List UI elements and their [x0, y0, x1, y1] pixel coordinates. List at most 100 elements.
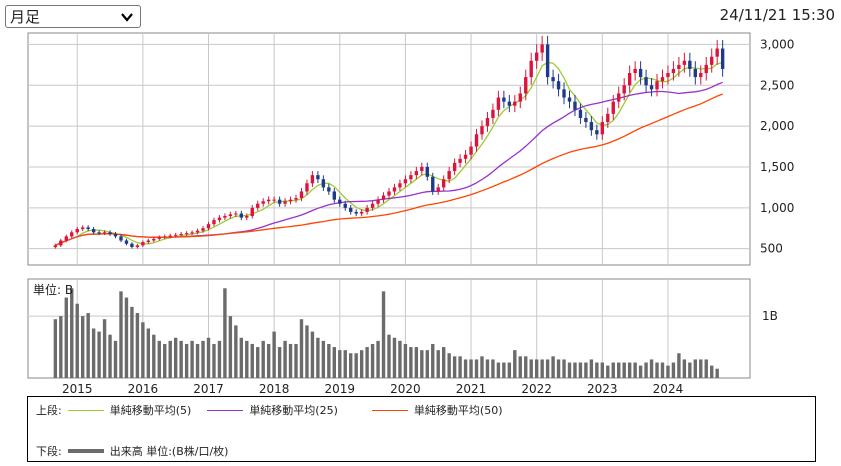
- volume-bar: [600, 362, 605, 378]
- candle-body: [234, 213, 238, 215]
- candle-body: [578, 109, 583, 118]
- legend-sma50-label: 単純移動平均(50): [413, 404, 503, 417]
- legend: 上段: 単純移動平均(5) 単純移動平均(25) 単純移動平均(50) 下段: …: [27, 396, 816, 462]
- volume-bar: [578, 362, 583, 378]
- period-select-value: 月足: [10, 8, 41, 26]
- volume-bar: [677, 353, 681, 378]
- candle-body: [332, 191, 336, 200]
- period-select[interactable]: 月足: [5, 5, 141, 28]
- volume-bar: [130, 306, 134, 378]
- volume-bar: [387, 334, 391, 378]
- candle-body: [671, 68, 676, 74]
- candle-body: [277, 199, 282, 204]
- chevron-down-icon: [121, 13, 133, 22]
- candle-body: [75, 229, 79, 233]
- x-tick-label: 2015: [62, 382, 93, 396]
- volume-bar: [551, 356, 555, 378]
- price-tick-label: 2,500: [760, 78, 794, 92]
- volume-bar: [392, 337, 397, 378]
- candle-body: [469, 146, 473, 155]
- volume-bar: [113, 340, 118, 378]
- volume-bar: [502, 362, 506, 378]
- candle-body: [256, 203, 260, 208]
- volume-bar: [91, 328, 96, 378]
- candle-body: [195, 230, 200, 233]
- candle-body: [425, 166, 429, 177]
- sma5-line: [55, 61, 723, 246]
- candle-body: [409, 175, 413, 180]
- candle-body: [496, 97, 501, 110]
- x-tick-label: 2022: [521, 382, 552, 396]
- volume-bar: [414, 347, 419, 378]
- candle-body: [310, 175, 315, 184]
- x-tick-label: 2020: [390, 382, 421, 396]
- candle-body: [59, 240, 63, 246]
- volume-bar: [316, 337, 320, 378]
- candle-body: [217, 217, 222, 221]
- volume-bar: [59, 316, 63, 378]
- candle-body: [666, 73, 670, 78]
- candle-body: [288, 199, 293, 202]
- candle-body: [152, 238, 156, 241]
- volume-bar: [638, 365, 643, 378]
- volume-bar: [305, 325, 309, 378]
- candle-body: [518, 93, 522, 102]
- price-tick-label: 3,000: [760, 37, 794, 51]
- axis-labels: 2015 2016 2017 2018 2019 2020 2021 2022 2023 2024…: [62, 37, 794, 396]
- candle-body: [113, 233, 118, 237]
- candle-body: [655, 81, 659, 90]
- volume-bar: [611, 362, 615, 378]
- volume-bar: [228, 316, 233, 378]
- price-tick-label: 1,000: [760, 201, 794, 215]
- price-tick-label: 1,500: [760, 160, 794, 174]
- volume-bar: [699, 359, 703, 378]
- volume-bar: [436, 350, 440, 378]
- x-tick-label: 2024: [653, 382, 684, 396]
- volume-bar: [102, 319, 107, 378]
- candle-body: [622, 85, 626, 94]
- volume-bar: [469, 359, 473, 378]
- volume-bar: [310, 331, 315, 378]
- volume-bar: [365, 347, 369, 378]
- candle-body: [534, 52, 539, 61]
- volume-bar: [567, 362, 572, 378]
- volume-bar: [86, 313, 90, 378]
- volume-bar: [338, 350, 342, 378]
- volume-bar: [288, 343, 293, 378]
- volume-bar: [458, 356, 462, 378]
- volume-bar: [485, 359, 490, 378]
- volume-bar: [442, 347, 446, 378]
- volume-bar: [64, 297, 68, 378]
- x-tick-label: 2016: [128, 382, 159, 396]
- volume-bar: [354, 353, 358, 378]
- candle-body: [81, 227, 85, 230]
- legend-volume-swatch: [67, 449, 104, 453]
- candle-body: [720, 48, 725, 69]
- volume-bar: [223, 288, 227, 378]
- candle-body: [638, 68, 643, 78]
- volume-bar: [217, 340, 222, 378]
- volume-bar: [562, 359, 566, 378]
- volume-bar: [595, 362, 599, 378]
- volume-bar: [606, 365, 610, 378]
- candle-body: [693, 68, 697, 78]
- volume-bar: [573, 362, 577, 378]
- candle-body: [600, 122, 605, 135]
- volume-bar: [710, 365, 714, 378]
- candle-body: [359, 211, 364, 214]
- candle-body: [157, 237, 161, 239]
- sma50-line: [55, 93, 723, 246]
- volume-bar: [327, 343, 331, 378]
- volume-bar: [135, 313, 140, 378]
- candle-body: [540, 44, 544, 53]
- candle-body: [436, 187, 440, 192]
- volume-bar: [234, 325, 238, 378]
- volume-bar: [261, 340, 265, 378]
- volume-bar: [693, 359, 697, 378]
- candle-body: [91, 229, 96, 233]
- volume-bar: [146, 328, 151, 378]
- candle-body: [272, 199, 276, 201]
- candle-body: [513, 101, 517, 106]
- candle-body: [321, 179, 326, 188]
- candle-body: [135, 245, 140, 248]
